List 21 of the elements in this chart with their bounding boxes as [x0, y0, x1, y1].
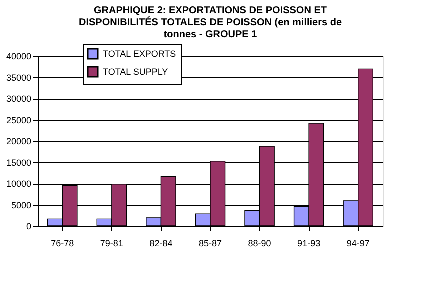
y-tick-label: 20000	[6, 136, 32, 146]
x-tick-label: 79-81	[100, 238, 124, 248]
y-tick-label: 25000	[6, 115, 32, 126]
x-tick-label: 76-78	[51, 238, 74, 248]
y-tick-label: 5000	[11, 200, 32, 210]
text: GRAPHIQUE 2: EXPORTATIONS DE POISSON ET	[94, 6, 327, 16]
text: DISPONIBILITÉS TOTALES DE POISSON (en milliers de	[78, 18, 342, 28]
legend-label: TOTAL EXPORTS	[103, 49, 176, 59]
y-tick-label: 40000	[6, 52, 32, 62]
y-tick-label: 10000	[6, 179, 32, 189]
x-tick-label: 94-97	[346, 238, 370, 248]
x-tick-label: 88-90	[248, 238, 272, 248]
x-tick-label: 85-87	[198, 238, 222, 248]
x-tick-label: 82-84	[150, 238, 173, 248]
y-tick-label: 0	[26, 222, 32, 232]
legend-label: TOTAL SUPPLY	[103, 67, 168, 77]
x-tick-label: 91-93	[298, 238, 321, 248]
y-tick-label: 30000	[6, 94, 32, 104]
text: tonnes - GROUPE 1	[164, 30, 258, 40]
y-tick-label: 15000	[6, 158, 32, 168]
y-tick-label: 35000	[6, 72, 32, 83]
